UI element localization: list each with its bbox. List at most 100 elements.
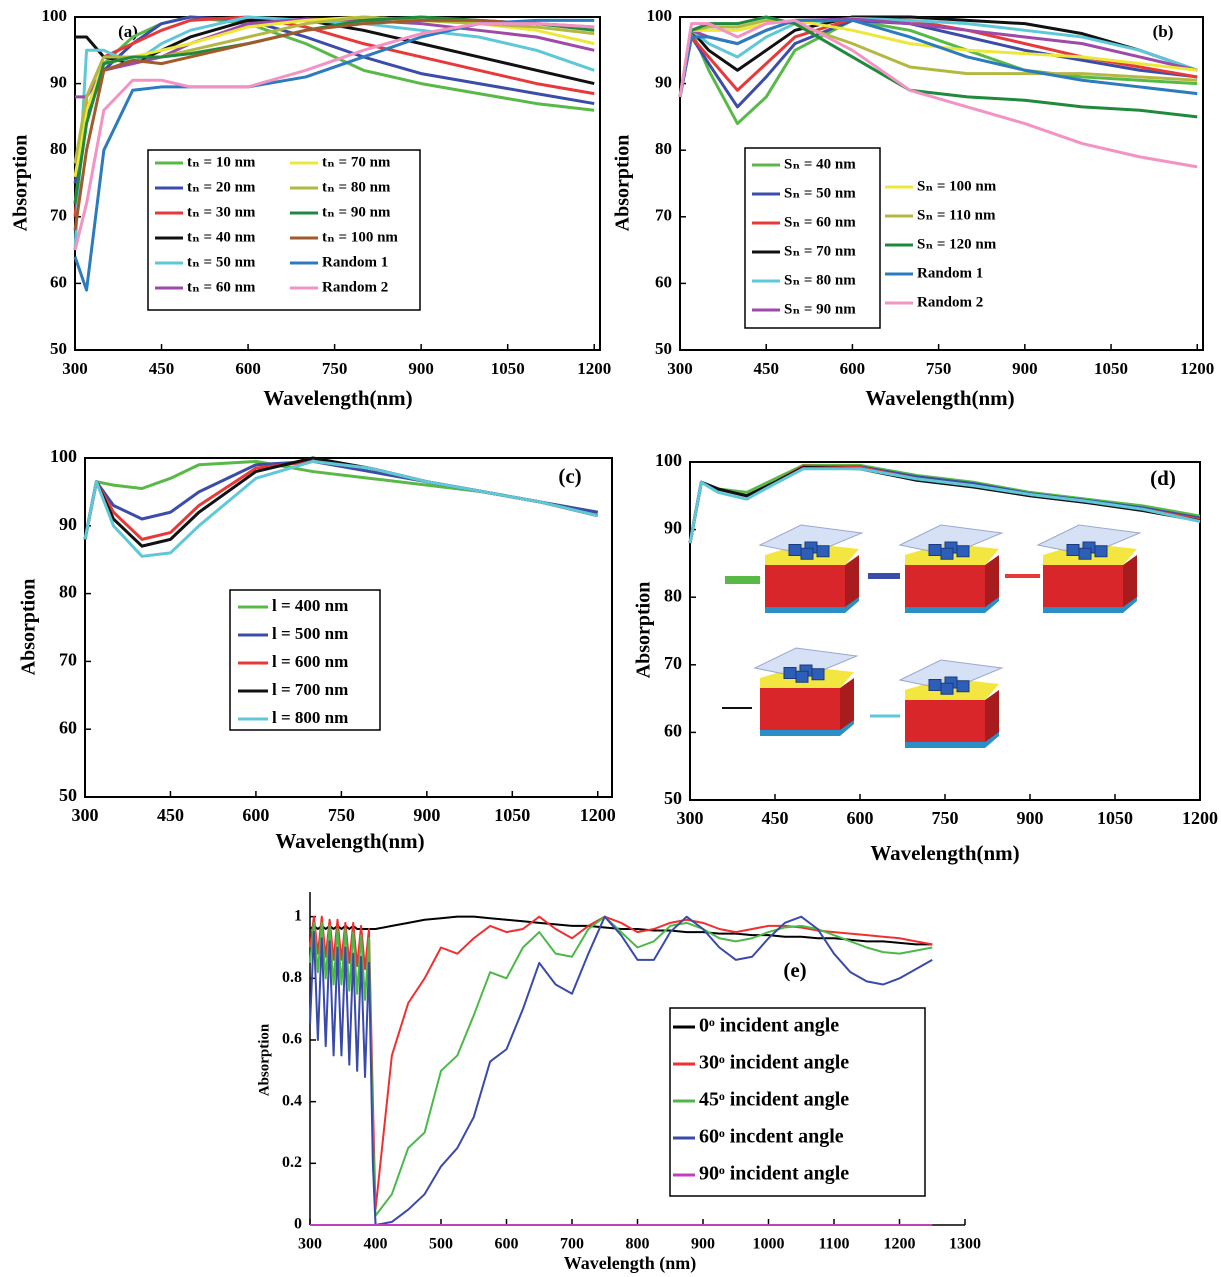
x-tick-label: 900 — [1017, 808, 1044, 828]
legend-label: 45ᵒ incident angle — [699, 1089, 849, 1111]
y-tick-label: 80 — [655, 139, 672, 158]
y-axis-title: Absorption — [10, 135, 32, 232]
legend-label: tₙ = 90 nm — [322, 204, 391, 220]
plot-frame — [689, 461, 1201, 801]
x-tick-label: 1200 — [884, 1236, 916, 1253]
legend-label: tₙ = 100 nm — [322, 229, 398, 245]
series-line — [678, 18, 1198, 98]
icon-red — [765, 565, 845, 607]
x-tick-label: 700 — [560, 1236, 584, 1253]
y-tick-label: 50 — [59, 785, 77, 805]
y-tick-label: 90 — [655, 73, 672, 92]
y-tick-label: 80 — [50, 139, 67, 158]
icon-base — [760, 718, 854, 736]
y-tick-label: 90 — [664, 518, 682, 538]
series-line — [83, 456, 599, 548]
series-line — [73, 18, 595, 231]
x-tick-label: 1050 — [494, 805, 530, 825]
x-tick-label: 600 — [235, 359, 261, 378]
y-tick-label: 1 — [294, 907, 302, 924]
legend-label: l = 700 nm — [272, 680, 348, 699]
legend-label: Random 2 — [917, 294, 983, 310]
icon-base — [1043, 595, 1137, 613]
legend-label: l = 600 nm — [272, 652, 348, 671]
panel-label: (b) — [1153, 22, 1174, 41]
y-tick-label: 70 — [655, 206, 672, 225]
x-tick-label: 1050 — [491, 359, 525, 378]
legend-label: Sₙ = 110 nm — [917, 207, 996, 223]
legend-label: Random 1 — [322, 254, 388, 270]
icon-red-side — [1123, 555, 1137, 607]
icon-base — [905, 595, 999, 613]
icon-cube — [795, 670, 809, 683]
x-tick-label: 600 — [847, 808, 874, 828]
x-tick-label: 500 — [429, 1236, 453, 1253]
x-tick-label: 300 — [667, 359, 693, 378]
panel-label: (e) — [783, 958, 806, 982]
y-tick-label: 80 — [664, 585, 682, 605]
legend-label: Random 1 — [917, 265, 983, 281]
series-line — [688, 467, 1201, 544]
icon-red-side — [985, 555, 999, 607]
series-line — [83, 459, 599, 558]
legend-label: Random 2 — [322, 279, 388, 295]
y-tick-label: 0.2 — [282, 1154, 302, 1171]
y-tick-label: 50 — [655, 339, 672, 358]
legend-label: tₙ = 30 nm — [187, 204, 256, 220]
legend-label: Sₙ = 50 nm — [784, 185, 856, 201]
x-tick-label: 400 — [364, 1236, 388, 1253]
legend-label: Sₙ = 70 nm — [784, 243, 856, 259]
series-line — [309, 915, 933, 1226]
legend-box — [669, 1007, 926, 1197]
icon-cube — [940, 547, 954, 560]
y-tick-label: 0.4 — [282, 1092, 302, 1109]
x-tick-label: 1300 — [949, 1236, 981, 1253]
y-tick-label: 90 — [59, 514, 77, 534]
legend-label: Sₙ = 40 nm — [784, 156, 856, 172]
legend-label: l = 500 nm — [272, 624, 348, 643]
icon-cube — [788, 544, 802, 556]
panel-label: (c) — [558, 464, 581, 488]
y-tick-label: 0.6 — [282, 1031, 302, 1048]
legend-label: 30ᵒ incident angle — [699, 1052, 849, 1074]
series-line — [73, 15, 595, 251]
legend-label: Sₙ = 90 nm — [784, 301, 856, 317]
legend-label: tₙ = 20 nm — [187, 179, 256, 195]
x-tick-label: 800 — [626, 1236, 650, 1253]
x-tick-label: 900 — [408, 359, 434, 378]
series-line — [309, 915, 933, 946]
legend-label: l = 400 nm — [272, 596, 348, 615]
legend-label: tₙ = 10 nm — [187, 154, 256, 170]
legend-label: Sₙ = 100 nm — [917, 178, 997, 194]
series-line — [73, 22, 595, 251]
x-tick-label: 300 — [677, 808, 704, 828]
x-tick-label: 1000 — [753, 1236, 785, 1253]
panel-label: (a) — [118, 22, 138, 41]
x-tick-label: 450 — [753, 359, 779, 378]
x-tick-label: 1200 — [1180, 359, 1214, 378]
icon-cube — [940, 682, 954, 695]
x-tick-label: 600 — [495, 1236, 519, 1253]
y-tick-label: 100 — [42, 6, 68, 25]
legend-label: 0ᵒ incident angle — [699, 1015, 839, 1037]
x-tick-label: 900 — [1012, 359, 1038, 378]
legend-box — [744, 147, 881, 329]
x-tick-label: 750 — [932, 808, 959, 828]
x-tick-label: 750 — [322, 359, 348, 378]
icon-red — [1043, 565, 1123, 607]
legend-label: 90ᵒ incident angle — [699, 1163, 849, 1185]
icon-cube — [1066, 544, 1080, 556]
icon-cube — [1094, 545, 1108, 558]
legend-label: 60ᵒ incdent angle — [699, 1126, 844, 1148]
x-tick-label: 600 — [840, 359, 866, 378]
x-tick-label: 300 — [298, 1236, 322, 1253]
y-tick-label: 60 — [655, 272, 672, 291]
x-tick-label: 1200 — [580, 805, 616, 825]
series-line — [678, 18, 1198, 98]
x-tick-label: 900 — [691, 1236, 715, 1253]
x-tick-label: 1200 — [1182, 808, 1218, 828]
y-tick-label: 90 — [50, 73, 67, 92]
series-line — [678, 18, 1198, 98]
